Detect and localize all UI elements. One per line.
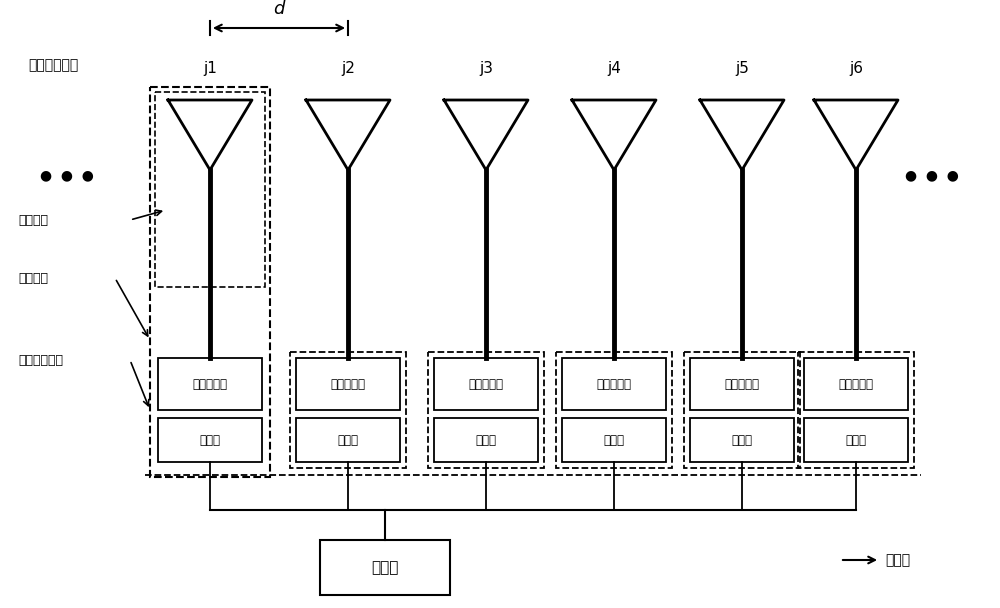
Text: 可调放大器: 可调放大器 bbox=[724, 378, 760, 390]
Text: 功率源: 功率源 bbox=[371, 560, 399, 575]
Text: j4: j4 bbox=[607, 61, 621, 75]
Text: j5: j5 bbox=[735, 61, 749, 75]
Bar bbox=[434, 418, 538, 462]
Text: 移相器: 移相器 bbox=[846, 434, 866, 446]
Bar bbox=[158, 358, 262, 410]
Bar bbox=[562, 418, 666, 462]
Bar bbox=[434, 358, 538, 410]
Text: j6: j6 bbox=[849, 61, 863, 75]
Bar bbox=[690, 418, 794, 462]
Text: ●  ●  ●: ● ● ● bbox=[905, 168, 959, 182]
Text: 移相器: 移相器 bbox=[338, 434, 358, 446]
Bar bbox=[155, 92, 265, 287]
Bar bbox=[562, 358, 666, 410]
Text: 可调放大器: 可调放大器 bbox=[468, 378, 504, 390]
Text: j1: j1 bbox=[203, 61, 217, 75]
Bar bbox=[150, 87, 270, 477]
Text: ●  ●  ●: ● ● ● bbox=[40, 168, 94, 182]
Bar bbox=[296, 418, 400, 462]
Bar bbox=[690, 358, 794, 410]
Text: 可调放大器: 可调放大器 bbox=[838, 378, 874, 390]
Bar bbox=[684, 352, 800, 468]
Bar bbox=[804, 418, 908, 462]
Text: 功率源: 功率源 bbox=[885, 553, 910, 567]
Text: 移相器: 移相器 bbox=[732, 434, 753, 446]
Text: 可调放大器: 可调放大器 bbox=[192, 378, 228, 390]
Bar bbox=[556, 352, 672, 468]
Bar bbox=[798, 352, 914, 468]
Bar bbox=[320, 540, 450, 595]
Bar bbox=[428, 352, 544, 468]
Text: 基本单元编号: 基本单元编号 bbox=[28, 58, 78, 72]
Text: j3: j3 bbox=[479, 61, 493, 75]
Bar bbox=[290, 352, 406, 468]
Text: 移相器: 移相器 bbox=[604, 434, 624, 446]
Text: 可调放大器: 可调放大器 bbox=[330, 378, 366, 390]
Bar bbox=[296, 358, 400, 410]
Text: 移相器: 移相器 bbox=[476, 434, 496, 446]
Bar bbox=[158, 418, 262, 462]
Text: 可调放大器: 可调放大器 bbox=[596, 378, 632, 390]
Text: j2: j2 bbox=[341, 61, 355, 75]
Text: 移相器: 移相器 bbox=[200, 434, 220, 446]
Text: d: d bbox=[273, 0, 285, 18]
Text: 基本单元: 基本单元 bbox=[18, 272, 48, 285]
Bar bbox=[804, 358, 908, 410]
Text: 辐射天线: 辐射天线 bbox=[18, 213, 48, 227]
Text: 有源馈电支路: 有源馈电支路 bbox=[18, 353, 63, 367]
